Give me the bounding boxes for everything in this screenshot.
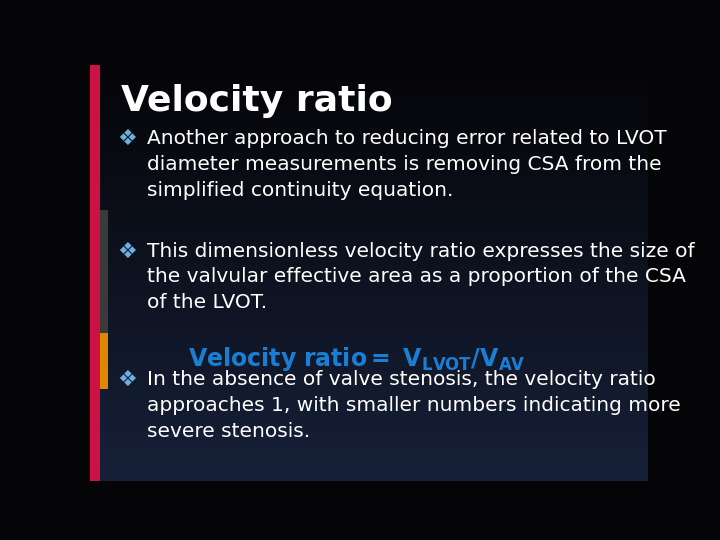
Text: Another approach to reducing error related to LVOT
diameter measurements is remo: Another approach to reducing error relat…: [148, 129, 667, 200]
Text: ❖: ❖: [117, 241, 137, 261]
Text: This dimensionless velocity ratio expresses the size of
the valvular effective a: This dimensionless velocity ratio expres…: [148, 241, 695, 312]
Bar: [100, 333, 109, 389]
Text: ❖: ❖: [117, 370, 137, 390]
Text: Velocity ratio: Velocity ratio: [121, 84, 392, 118]
Bar: [100, 211, 109, 335]
Text: ❖: ❖: [117, 129, 137, 149]
Text: In the absence of valve stenosis, the velocity ratio
approaches 1, with smaller : In the absence of valve stenosis, the ve…: [148, 370, 681, 441]
Text: $\bf{Velocity\ ratio{=}\ V_{LVOT}/V_{AV}}$: $\bf{Velocity\ ratio{=}\ V_{LVOT}/V_{AV}…: [188, 346, 525, 374]
Bar: [90, 65, 100, 481]
